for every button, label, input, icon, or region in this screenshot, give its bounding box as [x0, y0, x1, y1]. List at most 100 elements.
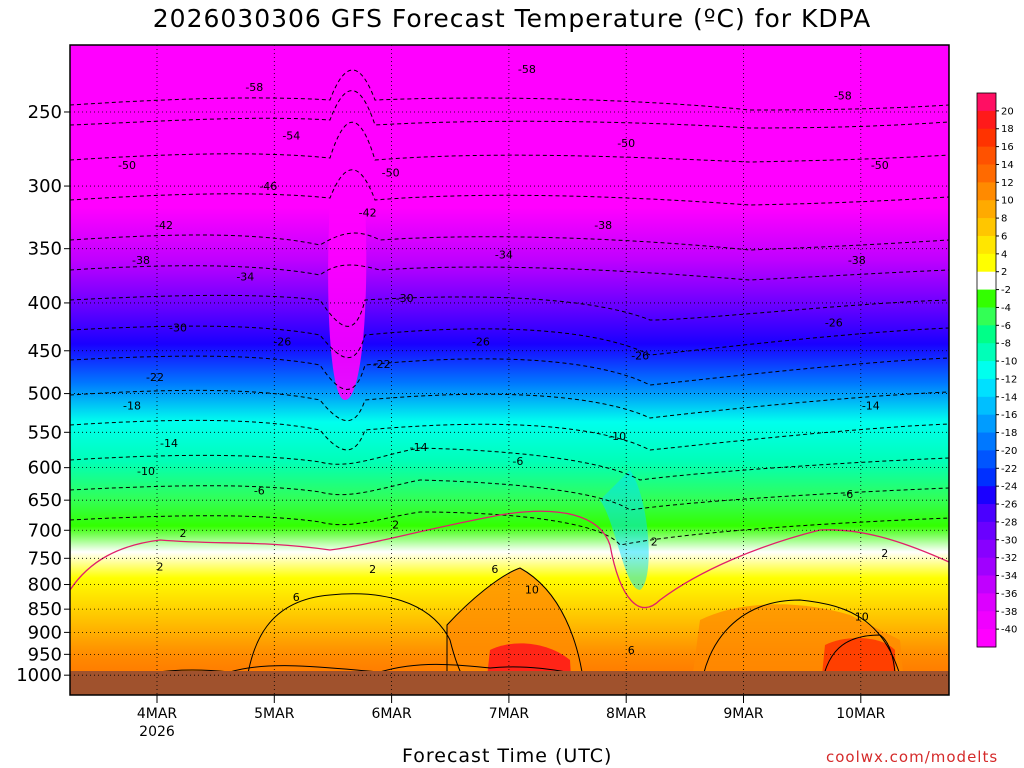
y-tick-label: 900 [28, 622, 62, 643]
x-tick-label: 6MAR [371, 706, 412, 722]
contour-label: -6 [254, 485, 265, 498]
contour-label: -14 [160, 437, 178, 450]
colorbar-swatch [977, 432, 996, 451]
colorbar-label: 14 [1001, 160, 1014, 171]
colorbar-label: 12 [1001, 178, 1014, 189]
colorbar-label: -40 [1001, 625, 1017, 636]
contour-label: 2 [157, 560, 164, 573]
cold-intrusion-8mar [600, 470, 649, 590]
colorbar-label: -22 [1001, 464, 1017, 475]
contour-label: -10 [608, 430, 626, 443]
contour-label: 10 [855, 610, 869, 623]
contour-label: 6 [491, 563, 498, 576]
x-year-label: 2026 [139, 724, 175, 740]
colorbar-label: -36 [1001, 589, 1017, 600]
x-tick-label: 5MAR [254, 706, 295, 722]
colorbar-label: 8 [1001, 214, 1007, 225]
ground-below-surface [70, 671, 949, 695]
source-credit: coolwx.com/modelts [826, 748, 999, 766]
colorbar-swatch [977, 539, 996, 559]
contour-label: 10 [525, 584, 539, 597]
contour-label: -14 [862, 400, 880, 413]
x-tick-label: 4MAR [137, 706, 178, 722]
x-tick-label: 8MAR [606, 706, 647, 722]
colorbar-label: 2 [1001, 267, 1007, 278]
contour-label: 2 [180, 527, 187, 540]
colorbar-swatch [977, 164, 996, 183]
colorbar-swatch [977, 128, 996, 148]
colorbar-label: 10 [1001, 196, 1014, 207]
y-tick-label: 400 [28, 293, 62, 314]
colorbar-swatch [977, 218, 996, 237]
gridlines [70, 45, 949, 695]
colorbar-label: 18 [1001, 124, 1014, 135]
contour-label: -6 [842, 488, 853, 501]
contour-label: -34 [236, 271, 254, 284]
contour-label: -38 [132, 254, 150, 267]
colorbar-swatch [977, 361, 996, 380]
contour-label: -26 [273, 336, 291, 349]
colorbar-swatch [977, 557, 996, 577]
colorbar-label: -20 [1001, 446, 1017, 457]
upper-trough-6mar [328, 143, 367, 401]
colorbar-swatch [977, 325, 996, 344]
colorbar-swatch [977, 93, 996, 112]
x-tick-label: 10MAR [836, 706, 885, 722]
colorbar-label: -34 [1001, 571, 1017, 582]
contour-label: -6 [512, 455, 523, 468]
colorbar-label: -10 [1001, 357, 1017, 368]
colorbar-swatch [977, 414, 996, 434]
contour-label: -46 [259, 180, 277, 193]
y-tick-label: 850 [28, 599, 62, 620]
contour-label: -50 [617, 137, 635, 150]
colorbar-swatch [977, 289, 996, 308]
colorbar-label: -32 [1001, 553, 1017, 564]
colorbar-label: -18 [1001, 428, 1017, 439]
contour-label: -26 [631, 349, 649, 362]
colorbar-swatch [977, 235, 996, 255]
colorbar-swatch [977, 253, 996, 273]
freezing-line [69, 510, 950, 609]
contour-label: 6 [628, 644, 635, 657]
colorbar-label: 20 [1001, 106, 1014, 117]
contour-label: -22 [146, 371, 164, 384]
contour-label: -58 [834, 89, 852, 102]
colorbar-swatch [977, 629, 996, 648]
y-tick-label: 800 [28, 575, 62, 596]
colorbar-label: -28 [1001, 517, 1017, 528]
x-tick-label: 7MAR [489, 706, 530, 722]
contour-label: -50 [871, 159, 889, 172]
y-tick-label: 500 [28, 384, 62, 405]
colorbar-label: -26 [1001, 500, 1017, 511]
contour-label: 2 [881, 547, 888, 560]
contours-dashed [69, 69, 950, 546]
contour-labels: -50 -42 -38 -30 -22 -18 -14 -10 2 2 -58 -54 -46 -34 -2… [118, 63, 889, 657]
plot-border [69, 44, 950, 696]
contour-label: -26 [472, 336, 490, 349]
y-tick-label: 600 [28, 458, 62, 479]
contour-label: -18 [123, 400, 141, 413]
colorbar-label: -4 [1001, 303, 1011, 314]
colorbar-label: -8 [1001, 339, 1011, 350]
colorbar-swatch [977, 271, 996, 291]
colorbar-border [976, 92, 997, 648]
y-tick-label: 450 [28, 341, 62, 362]
colorbar-label: 6 [1001, 231, 1007, 242]
colorbar-swatch [977, 200, 996, 219]
colorbar-swatch [977, 343, 996, 362]
x-axis-label: Forecast Time (UTC) [402, 745, 613, 767]
contour-label: -34 [495, 248, 513, 261]
colorbar-swatch [977, 468, 996, 487]
x-tick-label: 9MAR [723, 706, 764, 722]
colorbar-swatch [977, 486, 996, 505]
contour-label: -30 [169, 322, 187, 335]
colorbar-label: -38 [1001, 607, 1017, 618]
contour-label: -42 [155, 219, 173, 232]
colorbar-label: -14 [1001, 392, 1017, 403]
colorbar-label: 4 [1001, 249, 1007, 260]
contour-label: -58 [245, 81, 263, 94]
colorbar-swatch [977, 396, 996, 416]
colorbar-label: -24 [1001, 482, 1017, 493]
colorbar-label: -30 [1001, 535, 1017, 546]
